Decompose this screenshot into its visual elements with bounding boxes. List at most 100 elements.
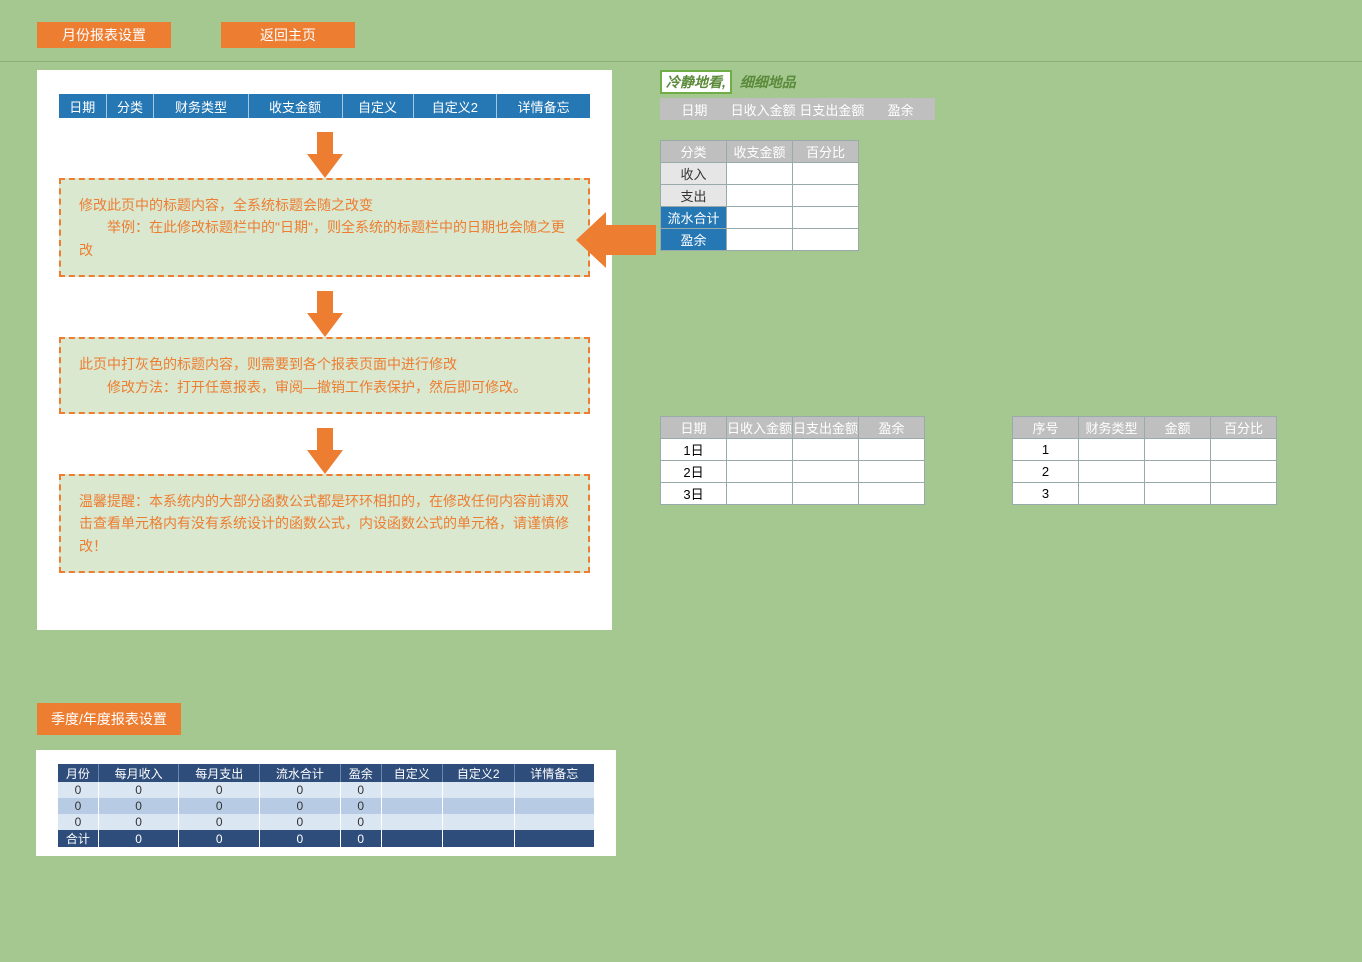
table-row: 盈余 bbox=[661, 229, 859, 251]
arrow-down-1 bbox=[59, 118, 590, 178]
data-cell bbox=[1079, 483, 1145, 505]
instruction-box-1: 修改此页中的标题内容，全系统标题会随之改变 举例：在此修改标题栏中的"日期"，则… bbox=[59, 178, 590, 277]
navy-header-cell: 月份 bbox=[58, 764, 98, 782]
data-cell bbox=[381, 814, 442, 830]
main-header-cell: 分类 bbox=[106, 94, 154, 118]
data-cell: 0 bbox=[340, 830, 381, 847]
data-cell: 0 bbox=[179, 798, 260, 814]
main-header-cell: 日期 bbox=[59, 94, 106, 118]
row-label-cell: 收入 bbox=[661, 163, 727, 185]
daily-summary-table: 日期日收入金额日支出金额盈余1日2日3日 bbox=[660, 416, 925, 505]
mini-header-cell: 日期 bbox=[661, 417, 727, 439]
category-summary-table: 分类收支金额百分比收入支出流水合计盈余 bbox=[660, 140, 859, 251]
data-cell bbox=[514, 814, 594, 830]
quarterly-panel: 月份每月收入每月支出流水合计盈余自定义自定义2详情备忘0000000000000… bbox=[36, 750, 616, 856]
data-cell bbox=[381, 798, 442, 814]
row-label-cell: 3 bbox=[1013, 483, 1079, 505]
quarterly-table: 月份每月收入每月支出流水合计盈余自定义自定义2详情备忘0000000000000… bbox=[58, 764, 594, 847]
mini-header-cell: 日收入金额 bbox=[727, 417, 793, 439]
table-row: 收入 bbox=[661, 163, 859, 185]
table-row: 00000 bbox=[58, 798, 594, 814]
data-cell: 0 bbox=[58, 782, 98, 798]
instruction-box-2: 此页中打灰色的标题内容，则需要到各个报表页面中进行修改 修改方法：打开任意报表，… bbox=[59, 337, 590, 414]
data-cell bbox=[1211, 461, 1277, 483]
data-cell bbox=[727, 207, 793, 229]
data-cell: 合计 bbox=[58, 830, 98, 847]
main-header-cell: 财务类型 bbox=[154, 94, 248, 118]
data-cell bbox=[1145, 483, 1211, 505]
tagline-highlight: 冷静地看, bbox=[660, 70, 732, 94]
main-instructions-panel: 日期分类财务类型收支金额自定义自定义2详情备忘 修改此页中的标题内容，全系统标题… bbox=[37, 70, 612, 630]
navy-header-cell: 每月支出 bbox=[179, 764, 260, 782]
row-label-cell: 支出 bbox=[661, 185, 727, 207]
quarterly-yearly-title: 季度/年度报表设置 bbox=[37, 703, 181, 735]
data-cell bbox=[859, 439, 925, 461]
main-header-cell: 详情备忘 bbox=[497, 94, 590, 118]
big-arrow-left-icon bbox=[576, 212, 606, 268]
monthly-settings-button[interactable]: 月份报表设置 bbox=[37, 22, 171, 48]
row-label-cell: 盈余 bbox=[661, 229, 727, 251]
table-row: 合计0000 bbox=[58, 830, 594, 847]
data-cell bbox=[1079, 439, 1145, 461]
data-cell bbox=[1211, 483, 1277, 505]
top-bar: 月份报表设置 返回主页 bbox=[0, 0, 1362, 62]
tagline-sub: 细细地品 bbox=[740, 74, 796, 90]
data-cell bbox=[514, 782, 594, 798]
data-cell bbox=[727, 229, 793, 251]
data-cell bbox=[442, 814, 514, 830]
data-cell: 0 bbox=[98, 814, 179, 830]
navy-header-cell: 流水合计 bbox=[260, 764, 341, 782]
main-headers-table: 日期分类财务类型收支金额自定义自定义2详情备忘 bbox=[59, 94, 590, 118]
data-cell bbox=[793, 207, 859, 229]
table-row: 1 bbox=[1013, 439, 1277, 461]
gray-header-bar: 日期日收入金额日支出金额盈余 bbox=[660, 98, 935, 120]
data-cell bbox=[381, 830, 442, 847]
data-cell: 0 bbox=[260, 782, 341, 798]
data-cell bbox=[514, 830, 594, 847]
gray-bar-cell: 日支出金额 bbox=[798, 100, 867, 119]
mini-header-cell: 收支金额 bbox=[727, 141, 793, 163]
mini-header-cell: 序号 bbox=[1013, 417, 1079, 439]
data-cell: 0 bbox=[340, 782, 381, 798]
data-cell bbox=[793, 163, 859, 185]
data-cell bbox=[793, 439, 859, 461]
main-header-cell: 收支金额 bbox=[248, 94, 342, 118]
data-cell bbox=[793, 229, 859, 251]
data-cell bbox=[442, 830, 514, 847]
mini-header-cell: 分类 bbox=[661, 141, 727, 163]
data-cell bbox=[727, 163, 793, 185]
data-cell bbox=[793, 461, 859, 483]
navy-header-cell: 自定义2 bbox=[442, 764, 514, 782]
data-cell bbox=[859, 483, 925, 505]
data-cell: 0 bbox=[179, 830, 260, 847]
mini-header-cell: 盈余 bbox=[859, 417, 925, 439]
gray-bar-cell: 日期 bbox=[660, 100, 729, 119]
mini-header-cell: 百分比 bbox=[1211, 417, 1277, 439]
data-cell: 0 bbox=[260, 830, 341, 847]
sequence-summary-table: 序号财务类型金额百分比123 bbox=[1012, 416, 1277, 505]
data-cell bbox=[727, 439, 793, 461]
mini-header-cell: 日支出金额 bbox=[793, 417, 859, 439]
navy-header-cell: 自定义 bbox=[381, 764, 442, 782]
row-label-cell: 1日 bbox=[661, 439, 727, 461]
data-cell bbox=[514, 798, 594, 814]
table-row: 1日 bbox=[661, 439, 925, 461]
data-cell: 0 bbox=[179, 782, 260, 798]
data-cell: 0 bbox=[260, 798, 341, 814]
data-cell bbox=[727, 483, 793, 505]
navy-header-cell: 每月收入 bbox=[98, 764, 179, 782]
gray-bar-cell: 盈余 bbox=[866, 100, 935, 119]
return-home-button[interactable]: 返回主页 bbox=[221, 22, 355, 48]
arrow-down-3 bbox=[59, 414, 590, 474]
table-row: 3日 bbox=[661, 483, 925, 505]
gray-bar-cell: 日收入金额 bbox=[729, 100, 798, 119]
data-cell: 0 bbox=[260, 814, 341, 830]
data-cell bbox=[793, 483, 859, 505]
mini-header-cell: 百分比 bbox=[793, 141, 859, 163]
data-cell: 0 bbox=[98, 830, 179, 847]
tagline: 冷静地看, 细细地品 bbox=[660, 72, 796, 92]
table-row: 流水合计 bbox=[661, 207, 859, 229]
table-row: 支出 bbox=[661, 185, 859, 207]
data-cell bbox=[442, 798, 514, 814]
data-cell: 0 bbox=[98, 798, 179, 814]
